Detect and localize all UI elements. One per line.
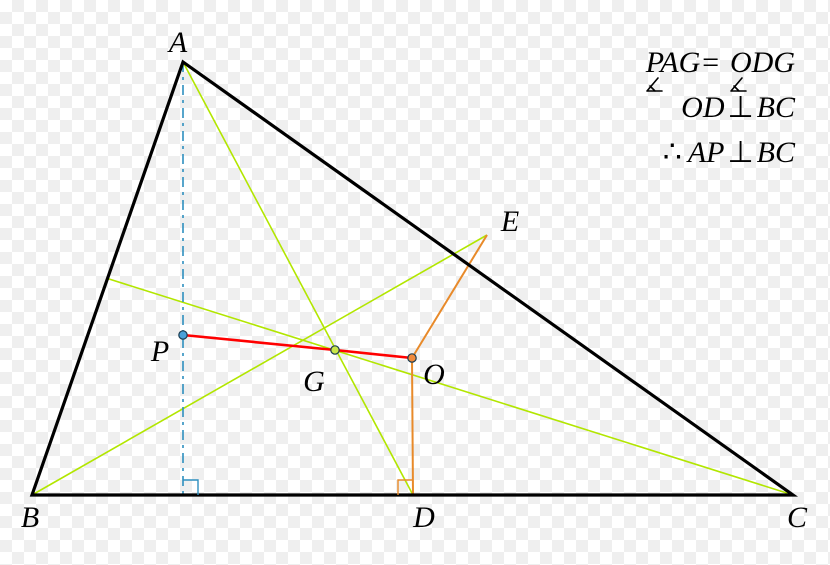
right-angle-at-footP — [183, 480, 198, 495]
proof3-left: AP — [688, 136, 725, 169]
point-O — [408, 354, 416, 362]
label-A: A — [169, 26, 187, 60]
proof-line-2: OD⊥BC — [644, 85, 795, 130]
label-P: P — [151, 335, 169, 369]
segment-OD — [412, 358, 413, 495]
proof3-right: BC — [757, 136, 795, 169]
median-BE — [32, 235, 487, 495]
proof-line-1: PAG= ODG — [644, 40, 795, 85]
segment-OE — [412, 235, 487, 358]
label-O: O — [423, 358, 445, 392]
therefore-symbol: ∴ — [663, 136, 682, 169]
label-B: B — [21, 501, 39, 535]
label-C: C — [787, 501, 807, 535]
median-AD — [183, 62, 413, 495]
proof2-left: OD — [681, 91, 724, 124]
median-like-CG-ext — [108, 279, 794, 496]
proof2-right: BC — [757, 91, 795, 124]
label-E: E — [501, 205, 519, 239]
point-P — [179, 331, 187, 339]
label-G: G — [303, 365, 325, 399]
point-G — [331, 346, 339, 354]
label-D: D — [413, 501, 435, 535]
proof-text: PAG= ODG OD⊥BC ∴AP⊥BC — [644, 40, 795, 175]
proof-line-3: ∴AP⊥BC — [644, 130, 795, 175]
